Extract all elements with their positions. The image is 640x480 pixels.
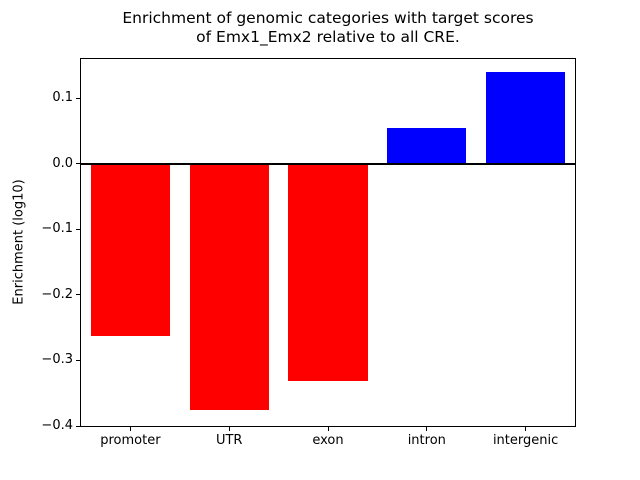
y-axis-tick-mark	[76, 163, 81, 165]
y-axis-tick-mark	[76, 97, 81, 99]
bar-intron	[387, 127, 467, 164]
chart-title: Enrichment of genomic categories with ta…	[122, 9, 534, 46]
x-axis-tick-mark	[129, 426, 131, 431]
x-axis-tick-label-exon: exon	[312, 433, 344, 448]
x-axis-tick-mark	[525, 426, 527, 431]
y-axis-tick-mark	[76, 359, 81, 361]
bar-promoter	[90, 163, 170, 337]
bar-exon	[288, 163, 368, 382]
x-axis-tick-label-intergenic: intergenic	[492, 433, 559, 448]
y-axis-tick-label: −0.3	[41, 352, 73, 368]
x-axis-tick-mark	[327, 426, 329, 431]
y-axis-tick-mark	[76, 294, 81, 296]
y-axis-tick-mark	[76, 228, 81, 230]
y-axis-tick-label: −0.1	[41, 221, 73, 237]
plot-area: −0.4 −0.3 −0.2 −0.1 0.0 0.1 promoter UTR exon int…	[41, 58, 576, 448]
x-axis-tick-mark	[228, 426, 230, 431]
x-axis-tick-label-intron: intron	[407, 433, 446, 448]
zero-baseline	[81, 162, 575, 165]
x-axis-tick-mark	[426, 426, 428, 431]
bar-UTR	[189, 163, 269, 410]
y-axis-tick-label: −0.4	[41, 418, 73, 433]
y-axis-tick-label: 0.1	[52, 90, 73, 106]
y-axis-tick-label: 0.0	[52, 155, 73, 171]
y-axis-tick-mark	[76, 425, 81, 427]
bar-intergenic	[486, 72, 566, 164]
x-axis-tick-label-UTR: UTR	[215, 433, 243, 448]
y-axis-label: Enrichment (log10)	[11, 179, 27, 305]
x-axis-tick-label-promoter: promoter	[100, 433, 161, 448]
y-axis-tick-label: −0.2	[41, 286, 73, 302]
